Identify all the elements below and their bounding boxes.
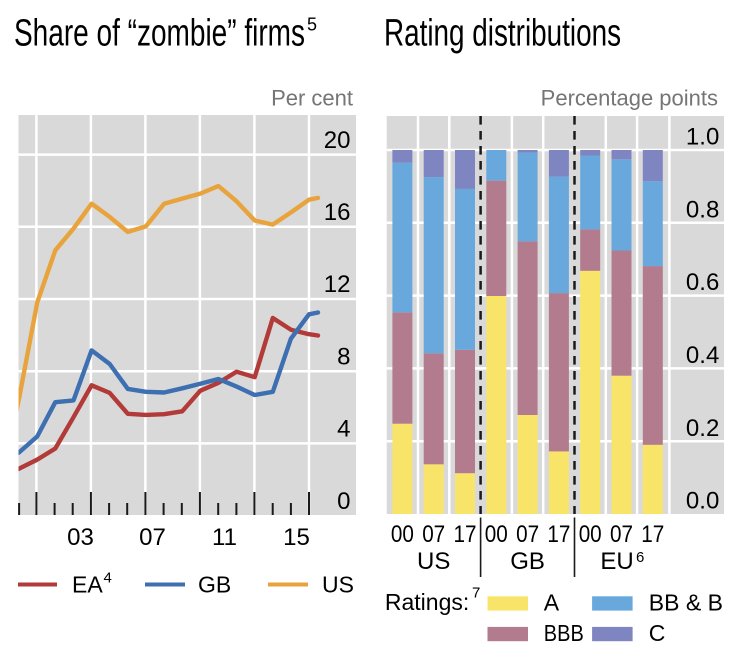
svg-text:07: 07 [516,521,539,548]
svg-text:00: 00 [485,521,508,548]
svg-text:11: 11 [212,524,237,551]
svg-text:BBB: BBB [544,620,584,646]
svg-text:Percentage points: Percentage points [541,86,718,111]
svg-text:12: 12 [324,271,351,298]
svg-text:07: 07 [422,521,445,548]
svg-text:0: 0 [337,488,350,515]
svg-text:EU: EU [600,548,633,575]
svg-text:0.6: 0.6 [686,269,719,296]
svg-text:A: A [544,590,560,616]
svg-text:C: C [649,620,666,646]
svg-text:EA: EA [72,572,103,598]
svg-text:0.0: 0.0 [686,488,719,515]
svg-text:4: 4 [104,570,112,587]
svg-text:00: 00 [579,521,602,548]
svg-text:Rating distributions: Rating distributions [384,13,621,55]
svg-text:6: 6 [636,549,644,566]
svg-text:GB: GB [198,572,231,598]
svg-text:15: 15 [283,524,310,551]
svg-text:0.4: 0.4 [686,342,719,369]
svg-text:Ratings:: Ratings: [385,589,469,615]
svg-text:00: 00 [391,521,414,548]
svg-text:0.2: 0.2 [686,415,719,442]
svg-text:1.0: 1.0 [686,124,719,151]
svg-text:16: 16 [324,199,351,226]
svg-text:Per cent: Per cent [271,86,353,111]
svg-text:8: 8 [337,343,350,370]
svg-text:7: 7 [472,585,480,602]
svg-text:03: 03 [67,524,94,551]
svg-text:5: 5 [307,15,317,35]
svg-text:20: 20 [324,127,351,154]
svg-text:17: 17 [454,521,477,548]
svg-text:4: 4 [337,416,350,443]
svg-text:17: 17 [547,521,570,548]
svg-text:0.8: 0.8 [686,196,719,223]
svg-text:US: US [322,572,354,598]
svg-text:07: 07 [139,524,166,551]
svg-text:GB: GB [510,548,545,575]
svg-text:07: 07 [610,521,633,548]
svg-text:US: US [417,548,450,575]
svg-text:17: 17 [641,521,664,548]
svg-text:Share of “zombie” firms: Share of “zombie” firms [14,13,305,55]
svg-text:BB & B: BB & B [649,590,723,616]
